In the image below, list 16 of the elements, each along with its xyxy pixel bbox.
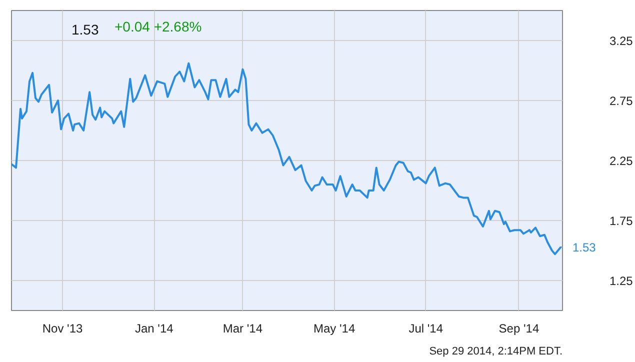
text: +0.04 +2.68% xyxy=(114,18,202,34)
y-tick-label: 1.25 xyxy=(610,274,634,288)
text: Sep 29 2014, 2:14PM EDT. xyxy=(429,346,563,358)
line-series xyxy=(12,62,562,256)
y-tick-label: 2.25 xyxy=(610,154,634,168)
y-tick-label: 3.25 xyxy=(610,34,634,48)
x-tick-label: Sep '14 xyxy=(498,322,540,336)
x-tick-label: Jan '14 xyxy=(134,322,174,336)
x-tick-label: Jul '14 xyxy=(408,322,444,336)
y-tick-label: 2.75 xyxy=(610,94,634,108)
text: 1.53 xyxy=(72,22,99,38)
y-tick-label: 1.75 xyxy=(610,214,634,228)
x-tick-label: Nov '13 xyxy=(42,322,84,336)
annotation: 1.53 xyxy=(572,240,596,254)
x-tick-label: May '14 xyxy=(313,322,356,336)
x-tick-label: Mar '14 xyxy=(222,322,263,336)
